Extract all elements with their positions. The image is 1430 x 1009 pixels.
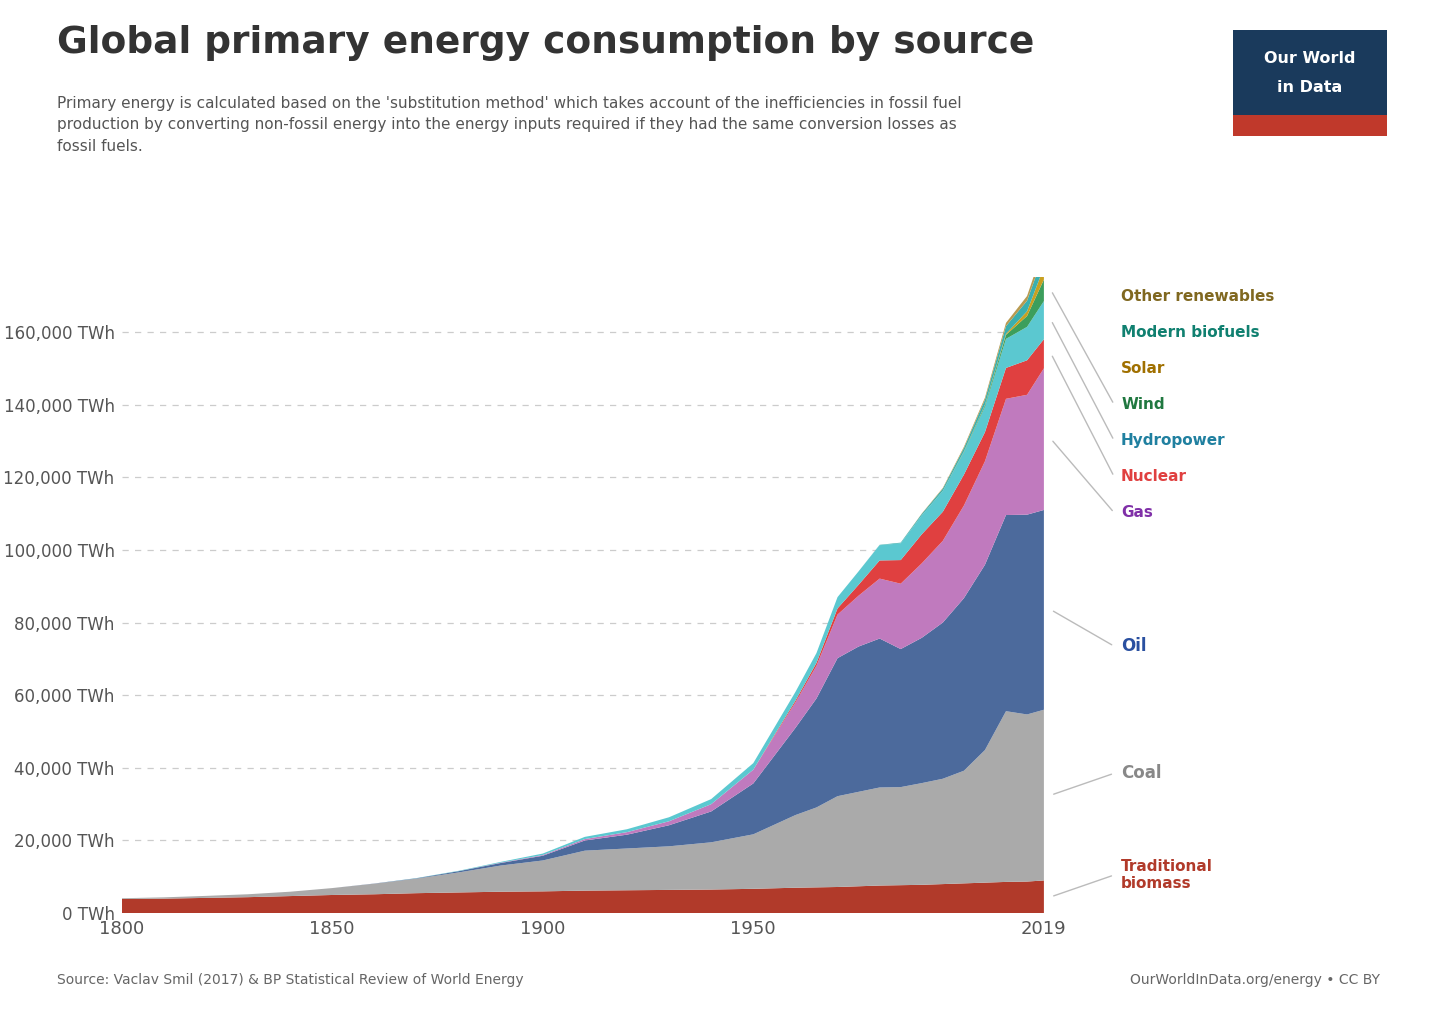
- Text: Hydropower: Hydropower: [1121, 433, 1226, 448]
- Text: Gas: Gas: [1121, 506, 1153, 521]
- Text: Modern biofuels: Modern biofuels: [1121, 325, 1260, 340]
- Text: Wind: Wind: [1121, 398, 1165, 412]
- Text: Nuclear: Nuclear: [1121, 469, 1187, 484]
- Text: Our World: Our World: [1264, 51, 1356, 67]
- Text: Primary energy is calculated based on the 'substitution method' which takes acco: Primary energy is calculated based on th…: [57, 96, 962, 154]
- Text: Traditional
biomass: Traditional biomass: [1121, 859, 1213, 891]
- Text: Solar: Solar: [1121, 361, 1165, 376]
- Text: Source: Vaclav Smil (2017) & BP Statistical Review of World Energy: Source: Vaclav Smil (2017) & BP Statisti…: [57, 973, 523, 987]
- Text: Global primary energy consumption by source: Global primary energy consumption by sou…: [57, 25, 1034, 62]
- Text: Other renewables: Other renewables: [1121, 289, 1274, 304]
- Text: in Data: in Data: [1277, 80, 1343, 95]
- Text: OurWorldInData.org/energy • CC BY: OurWorldInData.org/energy • CC BY: [1130, 973, 1380, 987]
- Text: Oil: Oil: [1121, 637, 1147, 655]
- Text: Coal: Coal: [1121, 764, 1161, 782]
